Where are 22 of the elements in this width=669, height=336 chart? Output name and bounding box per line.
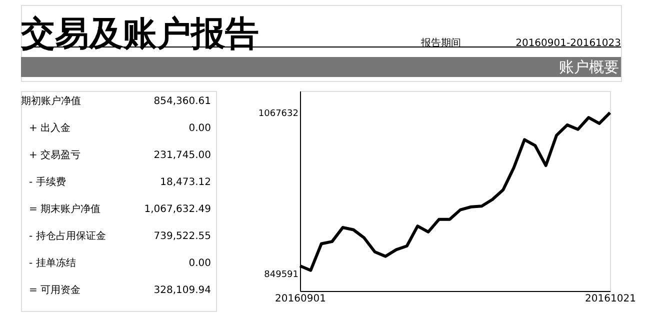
text: 854,360.61 xyxy=(154,96,211,107)
y-tick-label: 849591 xyxy=(264,270,298,280)
text: 1,067,632.49 xyxy=(144,204,211,215)
x-tick-label: 20160901 xyxy=(275,294,326,304)
text: 231,745.00 xyxy=(154,150,211,161)
text: + 交易盈亏 xyxy=(29,149,81,161)
text: = 期末账户净值 xyxy=(29,203,101,215)
text: 0.00 xyxy=(188,258,211,269)
text: 0.00 xyxy=(188,123,211,134)
text: = 可用资金 xyxy=(29,284,81,296)
text: 期初账户净值 xyxy=(21,95,81,107)
text: - 挂单冻结 xyxy=(29,257,76,269)
text: - 手续费 xyxy=(29,176,66,188)
text: - 持仓占用保证金 xyxy=(29,230,106,242)
x-tick-label: 20161021 xyxy=(585,294,636,304)
text: 739,522.55 xyxy=(154,231,211,242)
text: 18,473.12 xyxy=(160,177,211,188)
text: 账户概要 xyxy=(559,58,619,76)
text: 328,109.94 xyxy=(154,285,211,296)
text: 20160901-20161023 xyxy=(516,38,621,49)
y-tick-label: 1067632 xyxy=(258,109,298,120)
text: + 出入金 xyxy=(29,122,71,134)
